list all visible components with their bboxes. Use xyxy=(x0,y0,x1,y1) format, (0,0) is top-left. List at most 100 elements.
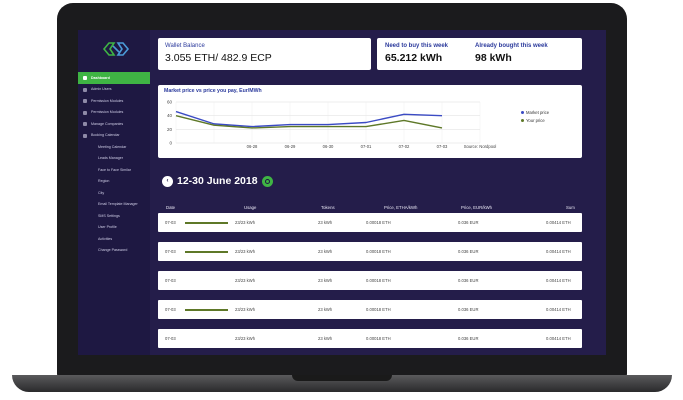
x-tick-label: 07-01 xyxy=(361,144,372,149)
table-row[interactable]: 07-03 23/23 kWh 23 kWh 0.00018 ETH 0.036 EUR… xyxy=(158,271,582,290)
sidebar-item[interactable]: Admin Users xyxy=(78,84,150,96)
cell-price-eur: 0.036 EUR xyxy=(458,249,479,254)
sidebar-item-label: Booking Calendar xyxy=(91,133,120,138)
x-tick-label: 06-29 xyxy=(285,144,296,149)
sidebar-item-label: Admin Users xyxy=(91,87,112,92)
y-tick-label: 40 xyxy=(167,113,173,118)
sidebar-item[interactable]: Leads Manager xyxy=(78,153,150,165)
cell-date: 07-03 xyxy=(165,307,176,312)
legend-market-price-swatch xyxy=(521,111,524,114)
usage-table-header: Date Usage Tokens Price, ETHA/kWh Price,… xyxy=(158,202,582,212)
cell-usage: 23/23 kWh xyxy=(235,278,256,283)
sidebar-item[interactable]: Meeting Calendar xyxy=(78,141,150,153)
sidebar-item-label: Region xyxy=(98,179,110,184)
col-usage: Usage xyxy=(244,205,257,210)
cell-tokens: 23 kWh xyxy=(318,220,333,225)
sidebar-nav: Dashboard Admin Users Permission Modules Pe… xyxy=(78,72,150,256)
sidebar-item[interactable]: City xyxy=(78,187,150,199)
legend-your-price: Your price xyxy=(521,118,545,123)
period-selector: ‹ 12-30 June 2018 xyxy=(162,175,273,187)
x-tick-label: 07-03 xyxy=(437,144,448,149)
col-sum: Sum xyxy=(566,205,575,210)
legend-your-price-swatch xyxy=(521,119,524,122)
wallet-card: Wallet Balance 3.055 ETH/ 482.9 ECP xyxy=(158,38,371,70)
chart-title: Market price vs price you pay, Eur/MWh xyxy=(164,88,262,94)
sidebar-item[interactable]: User Profile xyxy=(78,222,150,234)
sidebar-item[interactable]: Permission Modules xyxy=(78,107,150,119)
sidebar-item[interactable]: Permission Modules xyxy=(78,95,150,107)
table-row[interactable]: 07-03 23/23 kWh 23 kWh 0.00018 ETH 0.036 EUR… xyxy=(158,213,582,232)
col-tokens: Tokens xyxy=(321,205,335,210)
app-screen: Dashboard Admin Users Permission Modules Pe… xyxy=(78,30,606,355)
legend-your-price-label: Your price xyxy=(526,118,545,123)
cell-date: 07-03 xyxy=(165,336,176,341)
cell-tokens: 23 kWh xyxy=(318,307,333,312)
cell-price-eth: 0.00018 ETH xyxy=(366,278,391,283)
cell-sum: 0.00414 ETH xyxy=(546,307,571,312)
sidebar-item[interactable]: Email Template Manager xyxy=(78,199,150,211)
sidebar-item-label: Meeting Calendar xyxy=(98,144,127,149)
sidebar-item-label: SMS Settings xyxy=(98,213,120,218)
sidebar-item-label: Change Password xyxy=(98,248,128,253)
cell-sum: 0.00414 ETH xyxy=(546,278,571,283)
cell-usage: 23/23 kWh xyxy=(235,336,256,341)
x-tick-label: 06-28 xyxy=(247,144,258,149)
cell-price-eur: 0.036 EUR xyxy=(458,278,479,283)
usage-bar xyxy=(185,250,228,253)
menu-item-icon xyxy=(83,133,87,138)
cell-usage: 23/23 kWh xyxy=(235,220,256,225)
x-tick-label: Source: Nordpool xyxy=(464,144,497,149)
menu-item-icon xyxy=(83,87,87,92)
cell-tokens: 23 kWh xyxy=(318,249,333,254)
table-row[interactable]: 07-03 23/23 kWh 23 kWh 0.00018 ETH 0.036 EUR… xyxy=(158,329,582,348)
usage-bar xyxy=(185,308,228,311)
table-row[interactable]: 07-03 23/23 kWh 23 kWh 0.00018 ETH 0.036 EUR… xyxy=(158,300,582,319)
next-period-button[interactable] xyxy=(261,175,273,187)
sidebar-item-label: Face to Face Similar xyxy=(98,167,131,172)
cell-date: 07-03 xyxy=(165,278,176,283)
sidebar-item-label: Leads Manager xyxy=(98,156,123,161)
sidebar-item[interactable]: Face to Face Similar xyxy=(78,164,150,176)
menu-item-icon xyxy=(83,110,87,115)
cell-tokens: 23 kWh xyxy=(318,336,333,341)
menu-item-icon xyxy=(83,99,87,103)
table-row[interactable]: 07-03 23/23 kWh 23 kWh 0.00018 ETH 0.036 EUR… xyxy=(158,242,582,261)
sidebar-item[interactable]: Dashboard xyxy=(78,72,150,84)
cell-price-eth: 0.00018 ETH xyxy=(366,336,391,341)
cell-price-eur: 0.036 EUR xyxy=(458,336,479,341)
cell-date: 07-03 xyxy=(165,220,176,225)
cell-date: 07-03 xyxy=(165,249,176,254)
menu-item-icon xyxy=(83,76,87,80)
sidebar-item[interactable]: Region xyxy=(78,176,150,188)
sidebar-item-label: City xyxy=(98,190,105,195)
chevron-left-icon: ‹ xyxy=(166,178,169,184)
cell-sum: 0.00414 ETH xyxy=(546,336,571,341)
already-bought-value: 98 kWh xyxy=(475,52,512,64)
menu-item-icon xyxy=(83,122,87,126)
cell-price-eur: 0.036 EUR xyxy=(458,220,479,225)
price-chart-card: Market price vs price you pay, Eur/MWh 0… xyxy=(158,85,582,158)
wallet-value: 3.055 ETH/ 482.9 ECP xyxy=(165,52,272,64)
series-line-market-price xyxy=(175,110,443,128)
cell-price-eur: 0.036 EUR xyxy=(458,307,479,312)
cell-usage: 23/23 kWh xyxy=(235,307,256,312)
usage-bar xyxy=(185,221,228,224)
x-tick-label: 06-30 xyxy=(323,144,334,149)
cell-price-eth: 0.00018 ETH xyxy=(366,249,391,254)
energy-summary-card: Need to buy this week 65.212 kWh Already… xyxy=(377,38,582,70)
cell-sum: 0.00414 ETH xyxy=(546,249,571,254)
sidebar-item[interactable]: Booking Calendar xyxy=(78,130,150,142)
already-bought-label: Already bought this week xyxy=(475,43,548,49)
wallet-label: Wallet Balance xyxy=(165,43,205,49)
cell-price-eth: 0.00018 ETH xyxy=(366,307,391,312)
price-chart: 0 20 40 60 06-28 06-29 06-30 07-01 07-02 07-03 Sou… xyxy=(167,100,497,150)
prev-period-button[interactable]: ‹ xyxy=(162,175,173,187)
sidebar-item[interactable]: Activities xyxy=(78,233,150,245)
col-price-eth: Price, ETHA/kWh xyxy=(384,205,418,210)
sidebar-item[interactable]: SMS Settings xyxy=(78,210,150,222)
sidebar-item[interactable]: Change Password xyxy=(78,245,150,257)
sidebar-item-label: Manage Companies xyxy=(91,121,124,126)
sidebar-item[interactable]: Manage Companies xyxy=(78,118,150,130)
legend-market-price-label: Market price xyxy=(526,110,550,115)
circle-arrow-icon xyxy=(264,178,270,184)
